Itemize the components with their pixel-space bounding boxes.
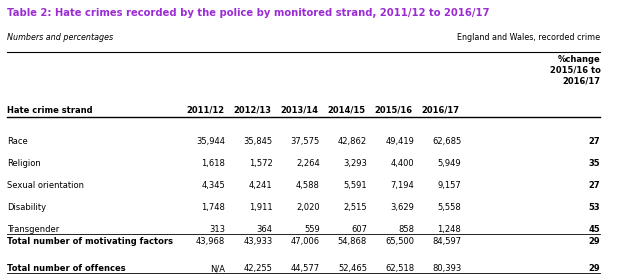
- Text: 7,194: 7,194: [391, 181, 414, 190]
- Text: Table 2: Hate crimes recorded by the police by monitored strand, 2011/12 to 2016: Table 2: Hate crimes recorded by the pol…: [7, 8, 490, 18]
- Text: 313: 313: [209, 225, 225, 234]
- Text: 62,685: 62,685: [432, 137, 462, 146]
- Text: 2,020: 2,020: [296, 203, 320, 212]
- Text: 53: 53: [589, 203, 600, 212]
- Text: Total number of offences: Total number of offences: [7, 264, 126, 273]
- Text: 80,393: 80,393: [432, 264, 462, 273]
- Text: 2013/14: 2013/14: [280, 105, 318, 115]
- Text: 2014/15: 2014/15: [327, 105, 365, 115]
- Text: 4,588: 4,588: [296, 181, 320, 190]
- Text: 43,933: 43,933: [243, 237, 273, 246]
- Text: 62,518: 62,518: [385, 264, 414, 273]
- Text: England and Wales, recorded crime: England and Wales, recorded crime: [457, 33, 600, 42]
- Text: Disability: Disability: [7, 203, 46, 212]
- Text: 35,845: 35,845: [243, 137, 273, 146]
- Text: Sexual orientation: Sexual orientation: [7, 181, 85, 190]
- Text: 4,400: 4,400: [391, 159, 414, 168]
- Text: 2016/17: 2016/17: [421, 105, 460, 115]
- Text: 47,006: 47,006: [291, 237, 320, 246]
- Text: 42,255: 42,255: [244, 264, 273, 273]
- Text: Hate crime strand: Hate crime strand: [7, 105, 93, 115]
- Text: 42,862: 42,862: [337, 137, 367, 146]
- Text: %change
2015/16 to
2016/17: %change 2015/16 to 2016/17: [550, 55, 600, 86]
- Text: 65,500: 65,500: [385, 237, 414, 246]
- Text: 1,618: 1,618: [201, 159, 225, 168]
- Text: 45: 45: [589, 225, 600, 234]
- Text: 1,572: 1,572: [249, 159, 273, 168]
- Text: Transgender: Transgender: [7, 225, 60, 234]
- Text: 858: 858: [398, 225, 414, 234]
- Text: 3,293: 3,293: [343, 159, 367, 168]
- Text: 9,157: 9,157: [437, 181, 462, 190]
- Text: 29: 29: [589, 237, 600, 246]
- Text: 607: 607: [351, 225, 367, 234]
- Text: 3,629: 3,629: [390, 203, 414, 212]
- Text: 37,575: 37,575: [291, 137, 320, 146]
- Text: 44,577: 44,577: [291, 264, 320, 273]
- Text: 364: 364: [257, 225, 273, 234]
- Text: 2,264: 2,264: [296, 159, 320, 168]
- Text: 559: 559: [304, 225, 320, 234]
- Text: 2,515: 2,515: [343, 203, 367, 212]
- Text: 2011/12: 2011/12: [186, 105, 225, 115]
- Text: 35: 35: [589, 159, 600, 168]
- Text: 49,419: 49,419: [385, 137, 414, 146]
- Text: 4,345: 4,345: [202, 181, 225, 190]
- Text: 52,465: 52,465: [338, 264, 367, 273]
- Text: 54,868: 54,868: [337, 237, 367, 246]
- Text: 5,558: 5,558: [437, 203, 462, 212]
- Text: 1,248: 1,248: [437, 225, 462, 234]
- Text: 27: 27: [589, 181, 600, 190]
- Text: 1,748: 1,748: [201, 203, 225, 212]
- Text: Race: Race: [7, 137, 28, 146]
- Text: 2015/16: 2015/16: [375, 105, 413, 115]
- Text: Numbers and percentages: Numbers and percentages: [7, 33, 114, 42]
- Text: Total number of motivating factors: Total number of motivating factors: [7, 237, 173, 246]
- Text: 4,241: 4,241: [249, 181, 273, 190]
- Text: 84,597: 84,597: [432, 237, 462, 246]
- Text: 27: 27: [589, 137, 600, 146]
- Text: N/A: N/A: [210, 264, 225, 273]
- Text: 2012/13: 2012/13: [233, 105, 271, 115]
- Text: 35,944: 35,944: [196, 137, 225, 146]
- Text: 5,591: 5,591: [343, 181, 367, 190]
- Text: 1,911: 1,911: [249, 203, 273, 212]
- Text: Religion: Religion: [7, 159, 41, 168]
- Text: 5,949: 5,949: [437, 159, 462, 168]
- Text: 29: 29: [589, 264, 600, 273]
- Text: 43,968: 43,968: [196, 237, 225, 246]
